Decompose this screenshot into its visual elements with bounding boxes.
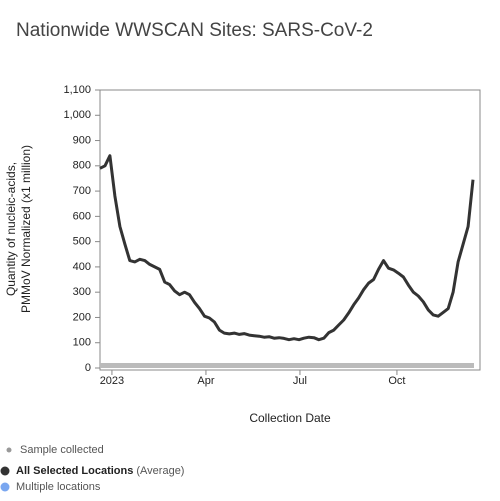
x-tick-label: Apr — [197, 375, 214, 387]
legend-label: Multiple locations — [16, 481, 101, 493]
chart-title: Nationwide WWSCAN Sites: SARS-CoV-2 — [16, 20, 373, 41]
x-tick-label: 2023 — [100, 375, 124, 387]
y-tick-label: 1,000 — [63, 109, 91, 121]
legend-note: (Average) — [136, 465, 184, 477]
legend-series: All Selected Locations — [16, 465, 133, 477]
y-tick-label: 100 — [73, 337, 91, 349]
x-axis-label: Collection Date — [249, 411, 331, 425]
x-tick-label: Oct — [388, 375, 405, 387]
y-axis-label: PMMoV Normalized (x1 million) — [19, 145, 33, 313]
series-line — [99, 154, 475, 342]
legend-swatch — [6, 447, 12, 453]
y-tick-label: 400 — [73, 261, 91, 273]
sample-strip — [100, 363, 474, 368]
y-tick-label: 800 — [73, 160, 91, 172]
legend-swatch — [0, 466, 10, 476]
legend-label: Sample collected — [20, 444, 104, 456]
y-tick-label: 900 — [73, 134, 91, 146]
x-tick-label: Jul — [293, 375, 307, 387]
y-tick-label: 500 — [73, 236, 91, 248]
y-tick-label: 300 — [73, 286, 91, 298]
y-tick-label: 1,100 — [63, 84, 91, 96]
legend-swatch — [0, 482, 10, 492]
y-axis-label: Quantity of nucleic-acids, — [4, 162, 18, 296]
legend-label: All Selected Locations (Average) — [16, 465, 184, 477]
y-tick-label: 200 — [73, 311, 91, 323]
y-tick-label: 700 — [73, 185, 91, 197]
y-tick-label: 0 — [85, 362, 91, 374]
plot-frame — [99, 89, 481, 371]
y-tick-label: 600 — [73, 210, 91, 222]
